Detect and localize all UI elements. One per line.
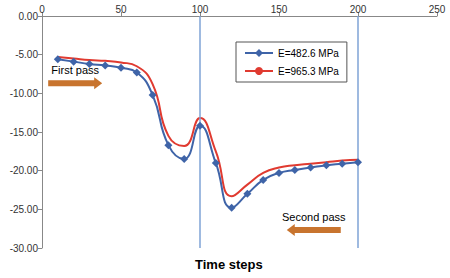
svg-text:200: 200 xyxy=(350,4,367,15)
svg-text:250: 250 xyxy=(429,4,446,15)
svg-text:E=482.6 MPa: E=482.6 MPa xyxy=(278,48,339,59)
svg-text:-25.00: -25.00 xyxy=(10,204,39,215)
svg-text:Second pass: Second pass xyxy=(282,211,346,223)
svg-text:50: 50 xyxy=(115,4,127,15)
svg-text:-10.00: -10.00 xyxy=(10,88,39,99)
svg-text:-15.00: -15.00 xyxy=(10,127,39,138)
svg-text:150: 150 xyxy=(271,4,288,15)
svg-text:-5.00: -5.00 xyxy=(15,49,38,60)
svg-text:E=965.3 MPa: E=965.3 MPa xyxy=(278,66,339,77)
svg-text:0.00: 0.00 xyxy=(19,11,39,22)
svg-text:Time steps: Time steps xyxy=(195,257,263,272)
svg-text:-30.00: -30.00 xyxy=(10,243,39,254)
svg-text:First pass: First pass xyxy=(51,64,99,76)
svg-text:0: 0 xyxy=(39,4,45,15)
svg-text:-20.00: -20.00 xyxy=(10,165,39,176)
svg-text:100: 100 xyxy=(192,4,209,15)
